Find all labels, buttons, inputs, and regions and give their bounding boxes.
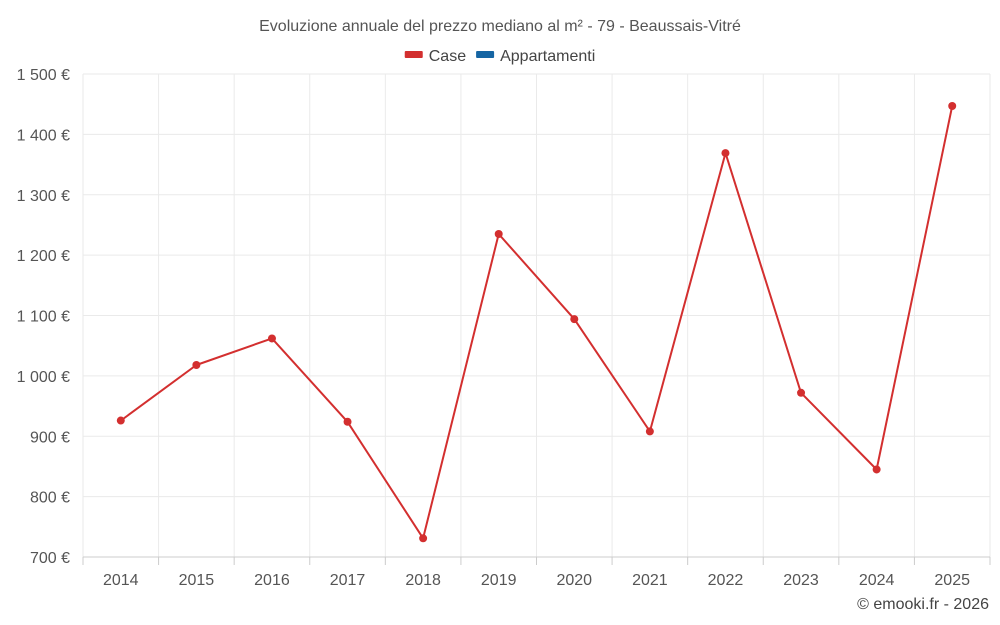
legend-label-0: Case xyxy=(429,48,466,65)
x-tick-label: 2014 xyxy=(103,572,139,589)
grid xyxy=(82,73,991,557)
x-tick-label: 2017 xyxy=(330,572,366,589)
x-axis: 2014 2015 2016 2017 2018 2019 2020 2021 2022 2023… xyxy=(82,556,991,589)
y-tick-label: 900 € xyxy=(30,429,70,446)
y-tick-label: 1 000 € xyxy=(17,369,70,386)
y-tick-label: 1 300 € xyxy=(17,188,70,205)
x-tick-label: 2019 xyxy=(481,572,517,589)
credit-text: © emooki.fr - 2026 xyxy=(857,596,989,613)
y-tick-label: 700 € xyxy=(30,550,70,567)
data-point[interactable] xyxy=(797,388,806,397)
series-line-0 xyxy=(120,105,954,540)
data-point[interactable] xyxy=(948,101,957,110)
x-tick-label: 2020 xyxy=(556,572,592,589)
y-tick-label: 1 100 € xyxy=(17,309,70,326)
data-point[interactable] xyxy=(872,465,881,474)
data-point[interactable] xyxy=(570,315,579,324)
legend-swatch-0 xyxy=(404,51,423,58)
x-tick-label: 2018 xyxy=(405,572,441,589)
x-tick-label: 2016 xyxy=(254,572,290,589)
chart-title: Evoluzione annuale del prezzo mediano al… xyxy=(259,18,741,35)
series-layer xyxy=(116,101,957,543)
data-point[interactable] xyxy=(721,149,730,158)
x-tick-label: 2021 xyxy=(632,572,668,589)
x-tick-label: 2015 xyxy=(179,572,215,589)
x-tick-label: 2024 xyxy=(859,572,895,589)
data-point[interactable] xyxy=(343,417,352,426)
y-axis: 700 € 800 € 900 € 1 000 € 1 100 € 1 200 € 1 30… xyxy=(17,67,70,567)
x-tick-label: 2023 xyxy=(783,572,819,589)
data-point[interactable] xyxy=(192,361,201,370)
y-tick-label: 1 500 € xyxy=(17,67,70,84)
data-point[interactable] xyxy=(267,334,276,343)
data-point[interactable] xyxy=(116,416,125,425)
y-tick-label: 800 € xyxy=(30,490,70,507)
data-point[interactable] xyxy=(494,229,503,238)
x-tick-label: 2022 xyxy=(708,572,744,589)
y-tick-label: 1 200 € xyxy=(17,248,70,265)
legend: Case Appartamenti xyxy=(404,48,595,65)
data-point[interactable] xyxy=(645,427,654,436)
data-point[interactable] xyxy=(419,534,428,543)
y-tick-label: 1 400 € xyxy=(17,127,70,144)
legend-swatch-1 xyxy=(476,51,495,58)
x-tick-label: 2025 xyxy=(934,572,970,589)
legend-label-1: Appartamenti xyxy=(500,48,595,65)
